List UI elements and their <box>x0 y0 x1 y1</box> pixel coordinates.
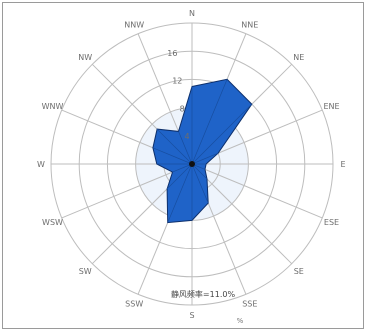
direction-label-wsw: WSW <box>42 218 63 227</box>
direction-label-nnw: NNW <box>124 21 144 30</box>
vertex-spoke-nne <box>191 79 228 165</box>
vertex-spoke-ene <box>191 152 219 165</box>
vertex-spoke-wsw <box>172 163 193 173</box>
tick-label-12: 12 <box>172 77 182 86</box>
direction-label-ese: ESE <box>324 218 339 227</box>
grid-spoke <box>191 163 323 219</box>
direction-label-nw: NW <box>78 53 92 62</box>
direction-label-nne: NNE <box>241 21 258 30</box>
frequency-polygon <box>152 78 253 224</box>
direction-label-s: S <box>189 311 194 320</box>
direction-label-ene: ENE <box>323 102 339 111</box>
direction-label-sw: SW <box>79 267 92 276</box>
grid-spoke <box>191 163 293 265</box>
radial-tick-labels: 4 8 12 16 <box>167 49 189 141</box>
tick-label-4: 4 <box>185 132 190 141</box>
direction-label-n: N <box>189 9 195 18</box>
direction-label-ssw: SSW <box>125 300 143 309</box>
direction-label-se: SE <box>294 267 304 276</box>
vertex-spoke-sw <box>166 163 193 190</box>
vertex-spoke-nnw <box>178 131 193 165</box>
tick-label-16: 16 <box>167 49 177 58</box>
vertex-spoke-se <box>191 163 208 180</box>
direction-label-wnw: WNW <box>42 102 64 111</box>
grid-spoke <box>61 163 193 219</box>
percent-unit-label: % <box>237 317 244 325</box>
vertex-spoke-sse <box>191 163 209 204</box>
tick-label-8: 8 <box>180 105 185 114</box>
calm-frequency-caption: 静风频率=11.0% <box>171 289 236 299</box>
direction-label-w: W <box>37 160 45 169</box>
vertex-spoke-nw <box>156 128 193 165</box>
center-point <box>189 161 195 167</box>
direction-labels: N NNE NE ENE E ESE SE SSE S SSW SW WSW W WNW NW NNW <box>37 9 345 320</box>
direction-label-sse: SSE <box>242 300 257 309</box>
vertex-spoke-ssw <box>167 163 193 223</box>
direction-label-e: E <box>340 160 345 169</box>
vertex-spoke-ne <box>191 103 253 165</box>
vertex-spoke-wnw <box>152 147 193 165</box>
direction-label-ne: NE <box>293 53 304 62</box>
